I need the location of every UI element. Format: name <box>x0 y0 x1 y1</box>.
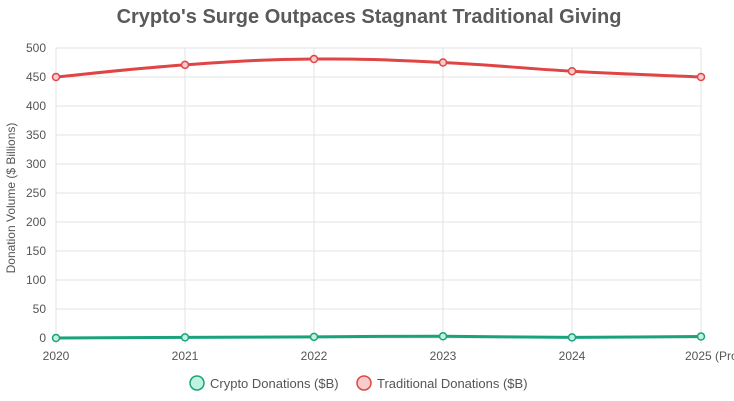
grid <box>55 47 702 344</box>
data-point[interactable] <box>438 332 448 341</box>
x-tick-label: 2023 <box>430 349 457 363</box>
data-point[interactable] <box>567 333 577 342</box>
x-tick-labels: 2020 2021 2022 2023 2024 2025 (Proj) <box>43 349 734 363</box>
x-tick-label: 2022 <box>301 349 328 363</box>
y-tick-label: 100 <box>26 273 46 287</box>
series-line <box>55 334 702 340</box>
data-point[interactable] <box>180 333 190 342</box>
y-tick-label: 0 <box>39 331 46 345</box>
chart-title: Crypto's Surge Outpaces Stagnant Traditi… <box>117 6 622 28</box>
data-point[interactable] <box>309 332 319 342</box>
y-tick-label: 200 <box>26 215 46 229</box>
series-1 <box>51 54 706 82</box>
legend-swatch <box>189 375 205 391</box>
legend-label: Traditional Donations ($B) <box>377 376 528 391</box>
y-tick-label: 150 <box>26 244 46 258</box>
data-point[interactable] <box>180 60 190 70</box>
y-tick-label: 400 <box>26 99 46 113</box>
legend-item[interactable]: Crypto Donations ($B) <box>189 375 339 391</box>
y-tick-label: 250 <box>26 186 46 200</box>
x-tick-label: 2025 (Proj) <box>685 349 734 363</box>
y-axis-label: Donation Volume ($ Billions) <box>4 123 18 274</box>
legend-item[interactable]: Traditional Donations ($B) <box>356 375 528 391</box>
legend-label: Crypto Donations ($B) <box>210 376 339 391</box>
data-point[interactable] <box>696 72 706 82</box>
data-point[interactable] <box>696 332 706 341</box>
x-tick-label: 2020 <box>43 349 70 363</box>
data-point[interactable] <box>567 66 577 76</box>
legend[interactable]: Crypto Donations ($B) Traditional Donatio… <box>189 375 528 391</box>
data-point[interactable] <box>438 58 448 67</box>
data-point[interactable] <box>51 333 61 343</box>
y-tick-label: 300 <box>26 157 46 171</box>
y-tick-label: 50 <box>33 302 47 316</box>
series-0 <box>51 332 706 343</box>
y-tick-label: 450 <box>26 70 46 84</box>
legend-swatch <box>356 375 372 391</box>
x-tick-label: 2024 <box>559 349 586 363</box>
y-tick-label: 500 <box>26 41 46 55</box>
series-lines <box>51 54 706 343</box>
y-tick-labels: 0 50 100 150 200 250 300 350 400 450 500 <box>26 41 46 345</box>
y-tick-label: 350 <box>26 128 46 142</box>
data-point[interactable] <box>309 54 319 64</box>
series-line <box>55 57 702 79</box>
x-tick-label: 2021 <box>172 349 199 363</box>
data-point[interactable] <box>51 72 61 82</box>
